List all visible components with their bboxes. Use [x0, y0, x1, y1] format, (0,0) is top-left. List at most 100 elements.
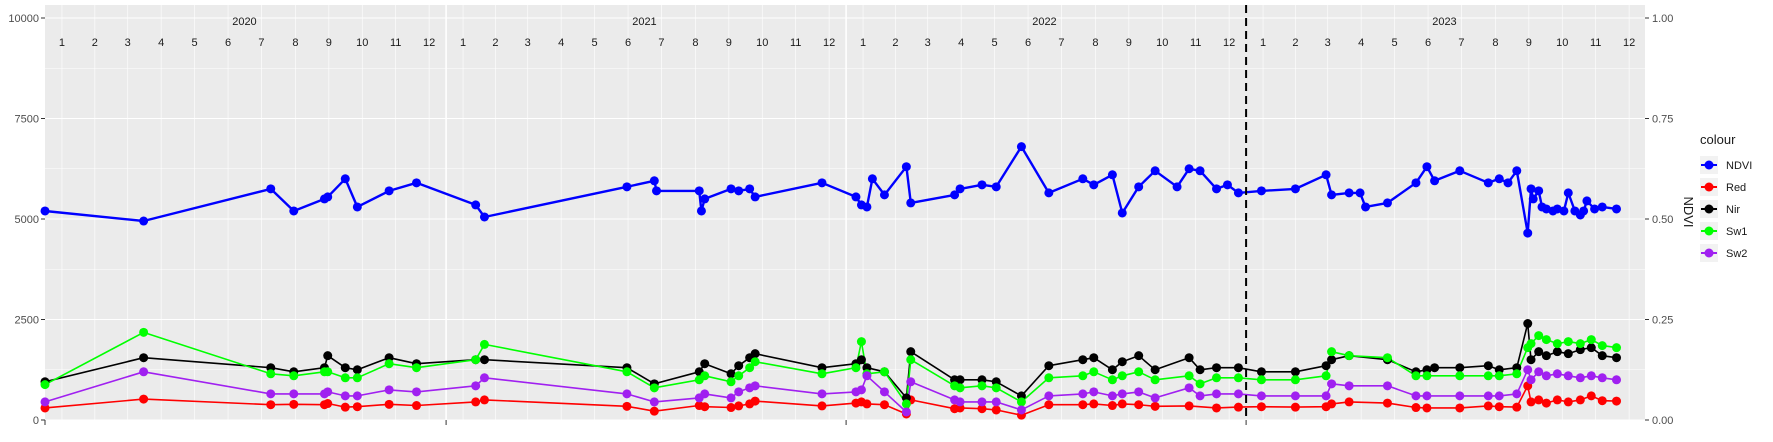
- month-label: 11: [390, 37, 401, 49]
- data-point-ndvi: [1494, 174, 1504, 184]
- year-label: 2022: [1032, 16, 1056, 28]
- month-label: 11: [790, 37, 801, 49]
- data-point-sw1: [1526, 339, 1536, 349]
- data-point-nir: [1256, 367, 1266, 377]
- data-point-sw2: [1586, 371, 1596, 381]
- data-point-ndvi: [867, 174, 877, 184]
- data-point-red: [352, 402, 362, 412]
- month-label: 6: [625, 37, 631, 49]
- data-point-sw1: [1422, 371, 1432, 381]
- data-point-ndvi: [1016, 142, 1026, 152]
- data-point-sw1: [1411, 371, 1421, 381]
- series-points: [40, 142, 1622, 420]
- data-point-sw1: [1597, 341, 1607, 351]
- data-point-ndvi: [1430, 176, 1440, 186]
- data-point-red: [1455, 403, 1465, 413]
- data-point-sw2: [700, 389, 710, 399]
- data-point-red: [1534, 395, 1544, 405]
- data-point-ndvi: [1212, 184, 1222, 194]
- data-point-ndvi: [352, 202, 362, 212]
- data-point-sw1: [955, 383, 965, 393]
- data-point-sw1: [1134, 367, 1144, 377]
- data-point-red: [622, 401, 632, 411]
- month-label: 5: [1392, 37, 1398, 49]
- month-label: 8: [1492, 37, 1498, 49]
- data-point-red: [1483, 401, 1493, 411]
- data-point-nir: [955, 375, 965, 385]
- data-point-nir: [1117, 357, 1127, 367]
- month-label: 12: [823, 37, 835, 49]
- data-point-ndvi: [412, 178, 422, 188]
- month-label: 6: [1425, 37, 1431, 49]
- data-point-nir: [1541, 351, 1551, 361]
- data-point-red: [1575, 395, 1585, 405]
- month-label: 7: [258, 37, 264, 49]
- data-point-nir: [1195, 365, 1205, 375]
- data-point-sw2: [1455, 391, 1465, 401]
- data-point-sw2: [1563, 371, 1573, 381]
- data-point-sw1: [750, 357, 760, 367]
- data-point-ndvi: [1526, 184, 1536, 194]
- data-point-ndvi: [696, 206, 706, 216]
- month-label: 8: [292, 37, 298, 49]
- data-point-red: [862, 399, 872, 409]
- data-point-sw2: [901, 407, 911, 417]
- data-point-sw1: [1575, 339, 1585, 349]
- data-point-red: [1107, 401, 1117, 411]
- data-point-ndvi: [1528, 194, 1538, 204]
- data-point-sw2: [1597, 373, 1607, 383]
- right-y-axis: 0.00 0.25 0.50 0.75 1.00: [1645, 13, 1673, 427]
- data-point-ndvi: [649, 176, 659, 186]
- data-point-ndvi: [1612, 204, 1622, 214]
- data-point-red: [1512, 402, 1522, 412]
- data-point-sw2: [1382, 381, 1392, 391]
- data-point-ndvi: [1134, 182, 1144, 192]
- data-point-sw1: [649, 383, 659, 393]
- data-point-sw2: [1256, 391, 1266, 401]
- month-label: 1: [460, 37, 466, 49]
- month-label: 10: [1156, 37, 1168, 49]
- month-label: 7: [1058, 37, 1064, 49]
- data-point-sw1: [1256, 375, 1266, 385]
- data-point-sw2: [323, 387, 333, 397]
- data-point-sw1: [323, 367, 333, 377]
- data-point-ndvi: [1563, 188, 1573, 198]
- data-point-nir: [1455, 363, 1465, 373]
- legend-label: Sw2: [1726, 248, 1747, 260]
- data-point-sw2: [1089, 387, 1099, 397]
- data-point-sw1: [1612, 343, 1622, 353]
- data-point-ndvi: [479, 212, 489, 222]
- data-point-sw1: [1016, 397, 1026, 407]
- month-label: 1: [860, 37, 866, 49]
- data-point-sw1: [1150, 375, 1160, 385]
- y-tick-label: 5000: [15, 214, 39, 226]
- data-point-sw2: [1575, 373, 1585, 383]
- data-point-sw2: [1541, 371, 1551, 381]
- data-point-sw1: [1290, 375, 1300, 385]
- month-label: 11: [1590, 37, 1601, 49]
- data-point-sw2: [1184, 383, 1194, 393]
- data-point-sw1: [1044, 373, 1054, 383]
- month-label: 2: [492, 37, 498, 49]
- plot-panel: [45, 5, 1645, 420]
- data-point-red: [340, 402, 350, 412]
- data-point-nir: [750, 349, 760, 359]
- data-point-red: [1526, 397, 1536, 407]
- data-point-sw2: [879, 387, 889, 397]
- data-point-sw1: [622, 367, 632, 377]
- data-point-nir: [323, 351, 333, 361]
- data-point-sw1: [700, 371, 710, 381]
- month-label: 5: [192, 37, 198, 49]
- data-point-red: [1382, 398, 1392, 408]
- data-point-red: [289, 399, 299, 409]
- data-point-red: [471, 397, 481, 407]
- legend-label: Sw1: [1726, 226, 1747, 238]
- data-point-ndvi: [1512, 166, 1522, 176]
- data-point-ndvi: [734, 186, 744, 196]
- data-point-sw2: [856, 385, 866, 395]
- data-point-ndvi: [879, 190, 889, 200]
- month-label: 2: [1292, 37, 1298, 49]
- data-point-nir: [139, 353, 149, 363]
